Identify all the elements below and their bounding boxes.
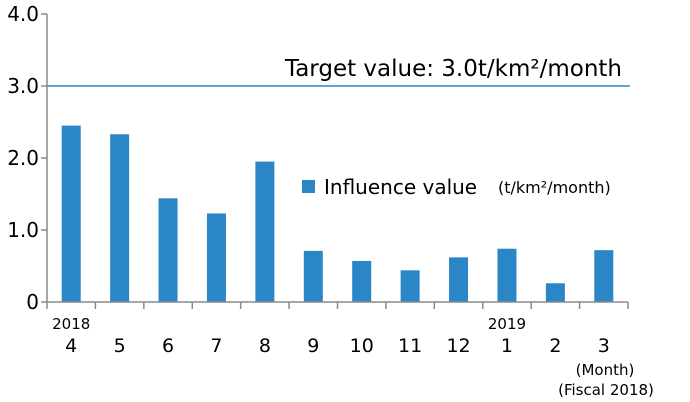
year-label: 2018 bbox=[52, 315, 90, 333]
bars bbox=[61, 125, 614, 302]
x-tick-label: 9 bbox=[307, 335, 319, 357]
bar-8 bbox=[255, 161, 275, 302]
y-axis-ticks: 0 1.0 2.0 3.0 4.0 bbox=[7, 2, 47, 314]
y-tick-label: 4.0 bbox=[7, 2, 39, 26]
x-tick-label: 6 bbox=[162, 335, 174, 357]
x-tick-label: 2 bbox=[549, 335, 561, 357]
x-tick-label: 8 bbox=[259, 335, 271, 357]
x-tick-label: 10 bbox=[350, 335, 374, 357]
legend: Influence value (t/km²/month) bbox=[302, 175, 611, 199]
bar-12 bbox=[449, 257, 469, 302]
bar-5 bbox=[110, 134, 130, 302]
x-tick-label: 3 bbox=[598, 335, 610, 357]
x-tick-label: 7 bbox=[210, 335, 222, 357]
legend-unit: (t/km²/month) bbox=[498, 178, 611, 197]
y-tick-label: 1.0 bbox=[7, 218, 39, 242]
x-tick-label: 12 bbox=[446, 335, 470, 357]
fiscal-label: (Fiscal 2018) bbox=[558, 381, 654, 399]
x-tick-label: 5 bbox=[114, 335, 126, 357]
y-tick-label: 0 bbox=[26, 290, 39, 314]
year-label: 2019 bbox=[488, 315, 526, 333]
bar-6 bbox=[158, 198, 178, 302]
bar-2 bbox=[545, 283, 565, 302]
bar-9 bbox=[303, 250, 323, 302]
x-tick-label: 11 bbox=[398, 335, 422, 357]
x-tick-label: 4 bbox=[65, 335, 77, 357]
legend-swatch bbox=[302, 180, 315, 193]
y-tick-label: 3.0 bbox=[7, 74, 39, 98]
bar-10 bbox=[352, 260, 372, 302]
legend-label: Influence value bbox=[324, 175, 477, 199]
bar-3 bbox=[594, 250, 614, 302]
x-unit-label: (Month) bbox=[576, 361, 635, 379]
bar-7 bbox=[206, 213, 226, 302]
bar-4 bbox=[61, 125, 81, 302]
y-tick-label: 2.0 bbox=[7, 146, 39, 170]
target-label: Target value: 3.0t/km²/month bbox=[284, 56, 622, 82]
x-tick-label: 1 bbox=[501, 335, 513, 357]
bar-1 bbox=[497, 248, 517, 302]
bar-11 bbox=[400, 270, 420, 302]
